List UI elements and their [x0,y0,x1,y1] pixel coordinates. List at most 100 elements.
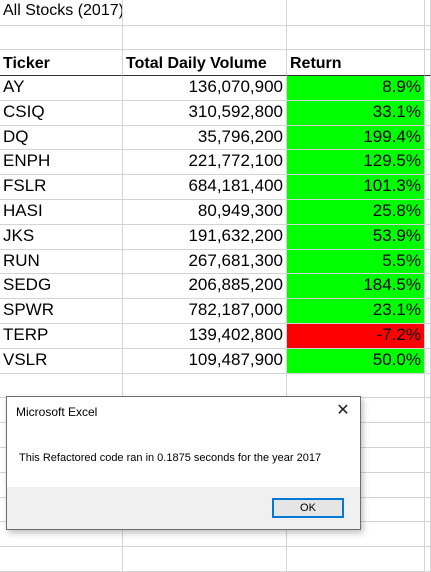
empty-cell[interactable] [425,423,431,448]
ticker-cell[interactable]: FSLR [0,175,123,200]
empty-cell[interactable] [425,249,431,275]
empty-cell[interactable] [425,522,431,548]
empty-cell[interactable] [287,373,425,399]
cell-d2[interactable] [425,26,431,50]
ok-button[interactable]: OK [272,498,344,518]
empty-cell[interactable] [425,547,431,572]
ticker-cell[interactable]: SPWR [0,299,123,324]
empty-row [0,26,431,50]
empty-cell[interactable] [425,324,431,349]
empty-cell[interactable] [287,547,425,572]
table-row: VSLR 109,487,900 50.0% [0,348,431,374]
empty-cell[interactable] [425,200,431,225]
empty-cell[interactable] [0,522,123,548]
empty-cell[interactable] [123,522,287,548]
return-cell[interactable]: -7.2% [287,324,425,349]
dialog-titlebar[interactable]: Microsoft Excel ✕ [7,397,360,427]
table-row: JKS 191,632,200 53.9% [0,224,431,250]
header-volume[interactable]: Total Daily Volume [123,50,287,76]
cell-d3[interactable] [425,50,431,76]
ticker-cell[interactable]: AY [0,76,123,101]
empty-cell[interactable] [425,448,431,473]
table-row: HASI 80,949,300 25.8% [0,200,431,225]
return-cell[interactable]: 33.1% [287,100,425,126]
cell-c1[interactable] [287,0,425,26]
empty-cell[interactable] [425,125,431,151]
empty-cell[interactable] [425,398,431,424]
table-row: SEDG 206,885,200 184.5% [0,274,431,300]
return-cell[interactable]: 50.0% [287,348,425,374]
ticker-cell[interactable]: VSLR [0,348,123,374]
empty-cell[interactable] [425,76,431,101]
empty-cell[interactable] [425,224,431,250]
table-row: RUN 267,681,300 5.5% [0,249,431,275]
ticker-cell[interactable]: DQ [0,125,123,151]
table-row: TERP 139,402,800 -7.2% [0,324,431,349]
volume-cell[interactable]: 136,070,900 [123,76,287,101]
volume-cell[interactable]: 310,592,800 [123,100,287,126]
dialog-body: This Refactored code ran in 0.1875 secon… [7,427,360,487]
ticker-cell[interactable]: ENPH [0,150,123,176]
return-cell[interactable]: 101.3% [287,175,425,200]
dialog-title: Microsoft Excel [16,405,98,419]
volume-cell[interactable]: 139,402,800 [123,324,287,349]
cell-b2[interactable] [123,26,287,50]
sheet-title: All Stocks (2017) [3,2,123,19]
volume-cell[interactable]: 684,181,400 [123,175,287,200]
ticker-cell[interactable]: TERP [0,324,123,349]
header-return[interactable]: Return [287,50,425,76]
empty-row [0,547,431,572]
empty-cell[interactable] [287,522,425,548]
return-cell[interactable]: 25.8% [287,200,425,225]
close-icon[interactable]: ✕ [336,402,350,419]
cell-c2[interactable] [287,26,425,50]
table-row: CSIQ 310,592,800 33.1% [0,100,431,126]
volume-cell[interactable]: 221,772,100 [123,150,287,176]
empty-cell[interactable] [425,373,431,399]
empty-cell[interactable] [425,348,431,374]
empty-cell[interactable] [425,472,431,498]
return-cell[interactable]: 5.5% [287,249,425,275]
return-cell[interactable]: 184.5% [287,274,425,300]
return-cell[interactable]: 53.9% [287,224,425,250]
empty-cell[interactable] [425,274,431,300]
table-row: AY 136,070,900 8.9% [0,76,431,101]
header-ticker[interactable]: Ticker [0,50,123,76]
ticker-cell[interactable]: JKS [0,224,123,250]
table-row: DQ 35,796,200 199.4% [0,125,431,151]
dialog-message: This Refactored code ran in 0.1875 secon… [19,452,322,464]
empty-cell[interactable] [425,175,431,200]
empty-cell[interactable] [425,150,431,176]
return-cell[interactable]: 8.9% [287,76,425,101]
ticker-cell[interactable]: HASI [0,200,123,225]
table-row: SPWR 782,187,000 23.1% [0,299,431,324]
return-cell[interactable]: 23.1% [287,299,425,324]
empty-row [0,373,431,399]
empty-cell[interactable] [123,547,287,572]
table-row: ENPH 221,772,100 129.5% [0,150,431,176]
message-dialog: Microsoft Excel ✕ This Refactored code r… [6,396,361,530]
empty-cell[interactable] [0,373,123,399]
cell-d1[interactable] [425,0,431,26]
return-cell[interactable]: 129.5% [287,150,425,176]
return-cell[interactable]: 199.4% [287,125,425,151]
cell-b1[interactable] [123,0,287,26]
volume-cell[interactable]: 782,187,000 [123,299,287,324]
title-row: All Stocks (2017) [0,0,431,26]
empty-cell[interactable] [425,299,431,324]
empty-cell[interactable] [425,497,431,523]
ticker-cell[interactable]: RUN [0,249,123,275]
volume-cell[interactable]: 206,885,200 [123,274,287,300]
empty-cell[interactable] [123,373,287,399]
cell-a2[interactable] [0,26,123,50]
empty-cell[interactable] [425,100,431,126]
volume-cell[interactable]: 35,796,200 [123,125,287,151]
volume-cell[interactable]: 191,632,200 [123,224,287,250]
volume-cell[interactable]: 267,681,300 [123,249,287,275]
ticker-cell[interactable]: SEDG [0,274,123,300]
empty-cell[interactable] [0,547,123,572]
volume-cell[interactable]: 80,949,300 [123,200,287,225]
cell-a1[interactable]: All Stocks (2017) [0,0,123,26]
volume-cell[interactable]: 109,487,900 [123,348,287,374]
ticker-cell[interactable]: CSIQ [0,100,123,126]
